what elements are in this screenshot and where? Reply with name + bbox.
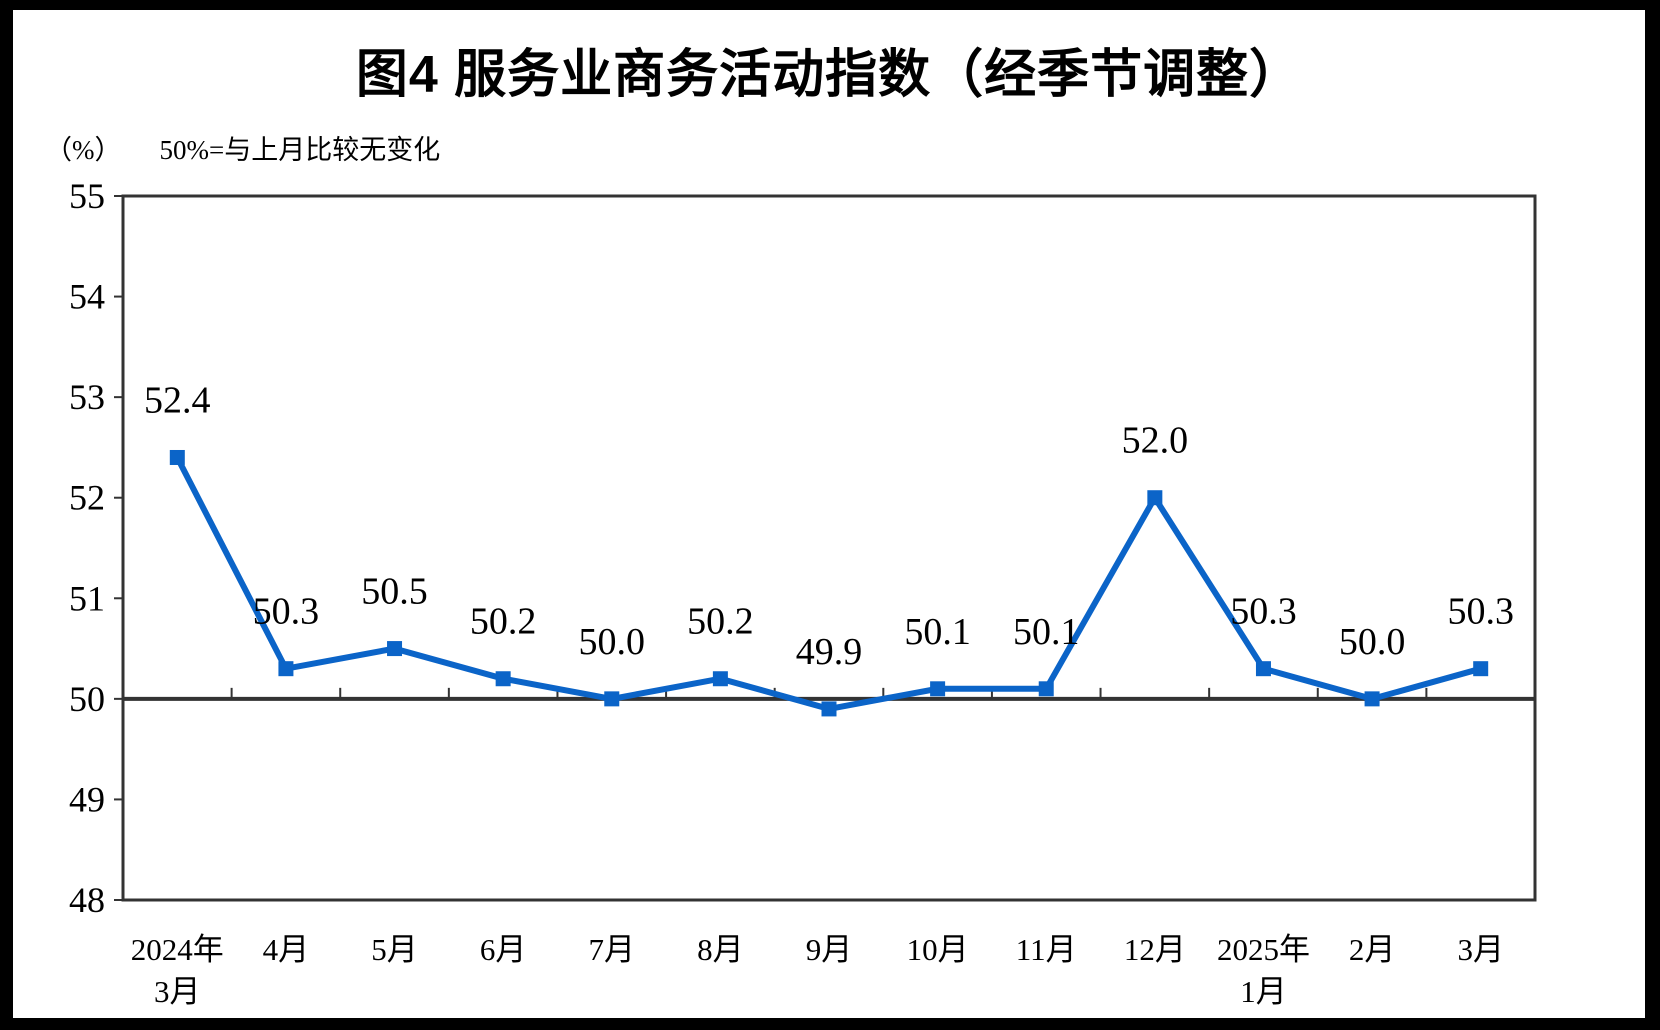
x-axis-category-label: 10月 bbox=[907, 932, 969, 967]
data-point-label: 50.5 bbox=[361, 571, 428, 613]
data-point-label: 50.2 bbox=[470, 601, 537, 643]
data-point-marker bbox=[930, 681, 946, 697]
y-axis-tick-label: 48 bbox=[69, 880, 105, 920]
x-axis-category-label: 3月 bbox=[1457, 932, 1504, 967]
data-point-label: 50.1 bbox=[904, 611, 971, 653]
y-axis-tick-label: 51 bbox=[69, 578, 105, 618]
data-point-marker bbox=[387, 641, 403, 657]
data-point-marker bbox=[712, 671, 728, 687]
x-axis-category-label: 12月 bbox=[1124, 932, 1186, 967]
y-axis-tick-label: 55 bbox=[69, 176, 105, 216]
y-axis-tick-label: 54 bbox=[69, 277, 105, 317]
chart-title: 图4 服务业商务活动指数（经季节调整） bbox=[355, 46, 1303, 104]
data-point-label: 50.0 bbox=[579, 621, 646, 663]
y-axis-tick-label: 52 bbox=[69, 478, 105, 518]
x-axis-category-label: 7月 bbox=[589, 932, 636, 967]
data-point-label: 50.2 bbox=[687, 601, 754, 643]
data-point-label: 50.3 bbox=[253, 591, 320, 633]
plot-frame bbox=[121, 194, 1537, 902]
x-axis-category-label: 2月 bbox=[1349, 932, 1396, 967]
x-axis-category-label: 2024年 bbox=[131, 932, 224, 967]
chart-page: 图4 服务业商务活动指数（经季节调整） （%） 50%=与上月比较无变化 48 49… bbox=[13, 10, 1645, 1018]
y-axis-tick-label: 50 bbox=[69, 679, 105, 719]
x-axis-category-label: 4月 bbox=[263, 932, 310, 967]
data-point-label: 52.4 bbox=[144, 379, 211, 421]
line-chart: 48 49 50 51 52 53 54 55 52.4 50.3 50.5 50.2 50.0 50.2… bbox=[69, 176, 1537, 1009]
data-point-marker bbox=[278, 661, 294, 677]
data-point-label: 50.0 bbox=[1339, 621, 1406, 663]
data-point-label: 50.1 bbox=[1013, 611, 1080, 653]
y-axis-tick-label: 49 bbox=[69, 779, 105, 819]
data-point-marker bbox=[1038, 681, 1054, 697]
data-point-marker bbox=[169, 449, 185, 465]
x-axis-category-label: 8月 bbox=[697, 932, 744, 967]
x-axis-category-label: 11月 bbox=[1016, 932, 1077, 967]
x-axis-category-label: 6月 bbox=[480, 932, 527, 967]
data-point-marker bbox=[495, 671, 511, 687]
data-point-marker bbox=[821, 701, 837, 717]
data-point-label: 52.0 bbox=[1122, 420, 1189, 462]
x-axis-category-label: 5月 bbox=[371, 932, 418, 967]
x-axis-category-label: 2025年 bbox=[1217, 932, 1310, 967]
x-axis-category-label: 1月 bbox=[1240, 974, 1287, 1009]
data-point-marker bbox=[604, 691, 620, 707]
data-point-label: 49.9 bbox=[796, 631, 863, 673]
x-axis-category-label: 3月 bbox=[154, 974, 201, 1009]
data-point-marker bbox=[1255, 661, 1271, 677]
data-point-label: 50.3 bbox=[1447, 591, 1514, 633]
data-point-label: 50.3 bbox=[1230, 591, 1297, 633]
data-point-marker bbox=[1473, 661, 1489, 677]
data-point-marker bbox=[1364, 691, 1380, 707]
chart-subtitle: （%） 50%=与上月比较无变化 bbox=[45, 128, 440, 167]
reference-note: 50%=与上月比较无变化 bbox=[159, 135, 441, 165]
x-axis-category-label: 9月 bbox=[806, 932, 853, 967]
y-axis-unit-label: （%） bbox=[45, 135, 122, 165]
data-point-marker bbox=[1147, 490, 1163, 506]
y-axis-tick-label: 53 bbox=[69, 377, 105, 417]
